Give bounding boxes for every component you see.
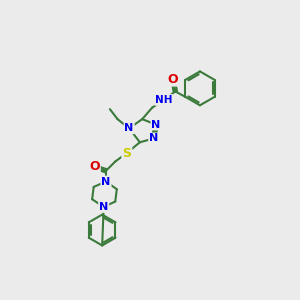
Text: N: N: [101, 176, 111, 187]
Text: N: N: [124, 123, 134, 134]
Text: NH: NH: [155, 95, 172, 105]
Text: S: S: [122, 146, 131, 160]
Text: O: O: [89, 160, 100, 173]
Text: N: N: [149, 134, 158, 143]
Text: N: N: [99, 202, 108, 212]
Text: N: N: [152, 119, 161, 130]
Text: O: O: [168, 73, 178, 85]
